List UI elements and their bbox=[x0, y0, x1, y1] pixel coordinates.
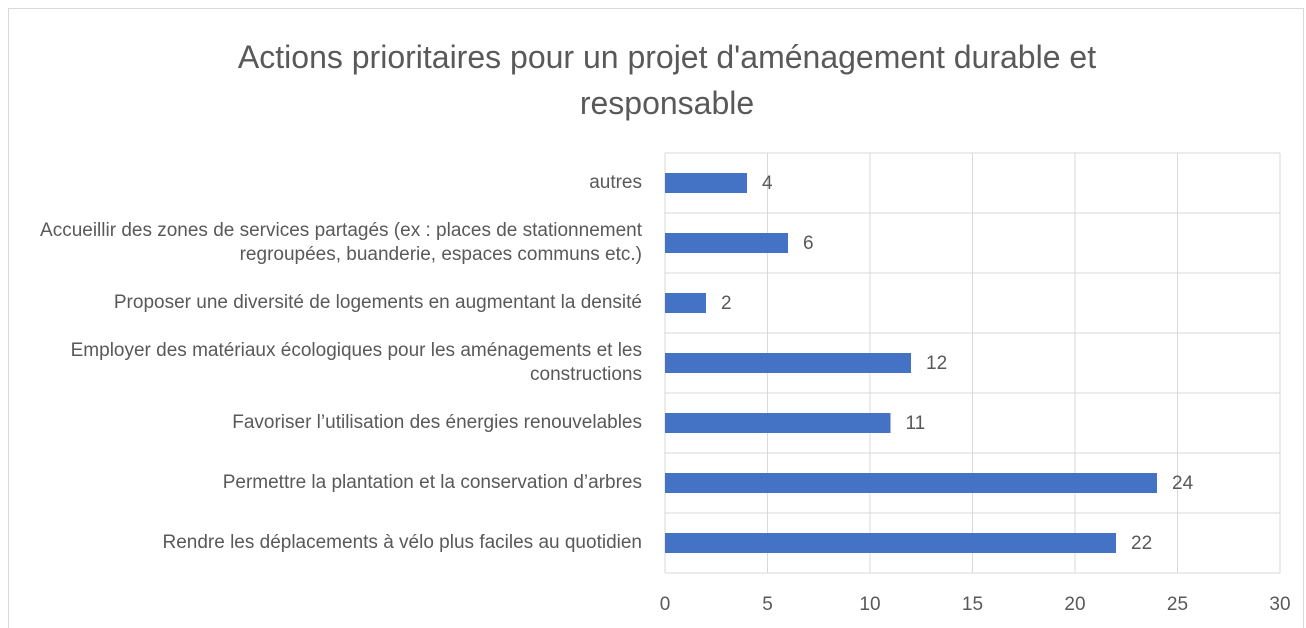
bar bbox=[665, 293, 706, 313]
y-tick-label: Permettre la plantation et la conservati… bbox=[222, 472, 642, 493]
bar bbox=[665, 413, 891, 433]
bar bbox=[665, 473, 1157, 493]
x-tick-label: 15 bbox=[962, 594, 983, 615]
chart-frame bbox=[8, 8, 1304, 628]
x-tick-label: 25 bbox=[1167, 594, 1188, 615]
y-tick-label: Accueillir des zones de services partagé… bbox=[40, 220, 642, 265]
data-label: 2 bbox=[721, 293, 732, 314]
bar bbox=[665, 173, 747, 193]
data-label: 4 bbox=[762, 173, 773, 194]
data-label: 22 bbox=[1131, 533, 1152, 554]
data-label: 6 bbox=[803, 233, 814, 254]
x-tick-label: 20 bbox=[1064, 594, 1085, 615]
data-label: 24 bbox=[1172, 473, 1194, 494]
y-tick-label: Favoriser l’utilisation des énergies ren… bbox=[232, 412, 642, 433]
x-tick-label: 30 bbox=[1269, 594, 1290, 615]
data-label: 11 bbox=[906, 413, 926, 434]
bar bbox=[665, 353, 911, 373]
x-tick-label: 10 bbox=[859, 594, 880, 615]
y-tick-label: Proposer une diversité de logements en a… bbox=[113, 292, 642, 313]
y-tick-label: Employer des matériaux écologiques pour … bbox=[70, 340, 642, 385]
y-tick-label: Rendre les déplacements à vélo plus faci… bbox=[162, 532, 642, 553]
x-tick-label: 0 bbox=[660, 594, 671, 615]
data-label: 12 bbox=[926, 353, 947, 374]
x-tick-label: 5 bbox=[762, 594, 773, 615]
y-tick-label: autres bbox=[589, 172, 642, 193]
chart-title: Actions prioritaires pour un projet d'am… bbox=[237, 39, 1097, 121]
bar bbox=[665, 533, 1116, 553]
bar bbox=[665, 233, 788, 253]
